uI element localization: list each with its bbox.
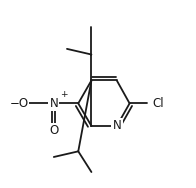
Text: +: +: [60, 90, 67, 99]
Text: N: N: [49, 97, 58, 110]
Text: N: N: [113, 119, 121, 133]
Text: −O: −O: [9, 97, 28, 110]
Text: Cl: Cl: [152, 97, 164, 110]
Text: O: O: [49, 124, 58, 137]
